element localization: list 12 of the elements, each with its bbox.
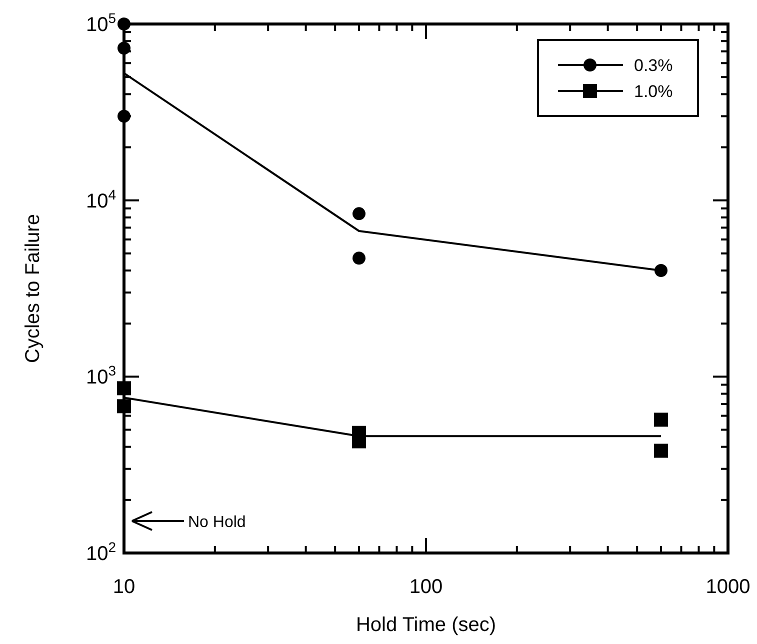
y-tick-label: 10$^{4}$ [86,186,116,212]
y-tick-label: 10$^{2}$ [86,539,116,565]
x-axis-title: Hold Time (sec) [356,614,496,636]
x-tick-label: 10 [112,576,136,598]
y-axis-title: Cycles to Failure [22,214,44,363]
y-tick-label: 10$^{3}$ [86,362,116,389]
legend-label: 1.0% [634,82,673,101]
x-tick-label: 100 [409,576,443,598]
x-tick-label: 1000 [706,576,750,598]
y-tick-label: 10$^{5}$ [86,10,116,36]
annotation: No Hold [188,514,246,531]
legend-label: 0.3% [634,56,673,75]
